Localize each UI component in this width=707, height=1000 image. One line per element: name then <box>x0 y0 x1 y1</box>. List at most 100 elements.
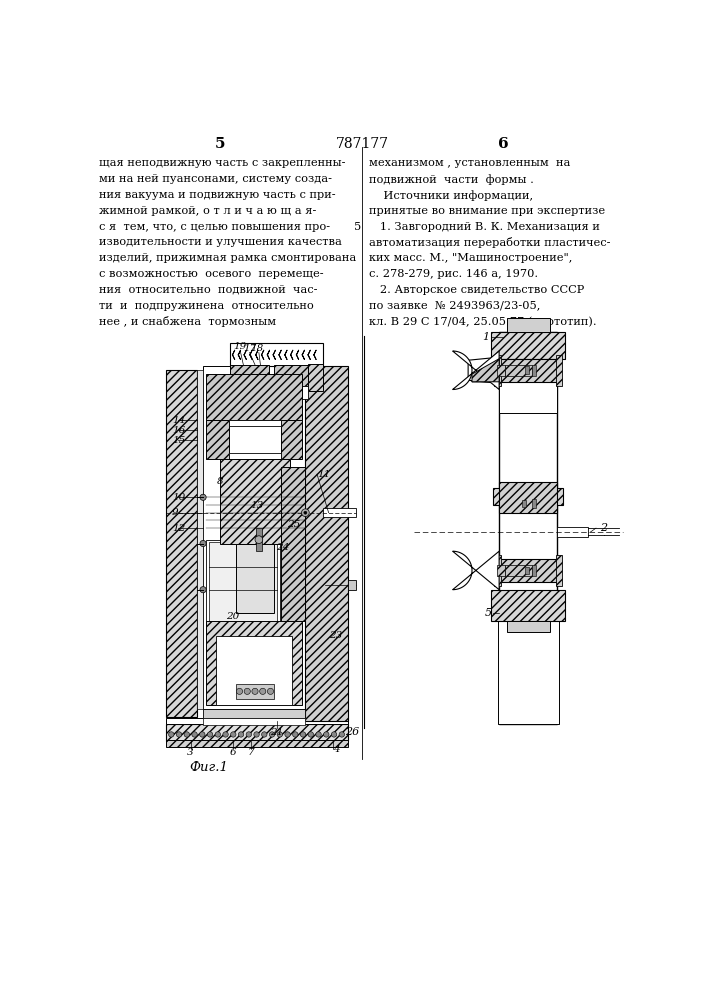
Text: 9: 9 <box>172 508 179 517</box>
Bar <box>220 459 290 544</box>
Text: ми на ней пуансонами, систему созда-: ми на ней пуансонами, систему созда- <box>99 174 332 184</box>
Text: ния  относительно  подвижной  час-: ния относительно подвижной час- <box>99 285 317 295</box>
Circle shape <box>267 688 274 694</box>
Circle shape <box>285 732 291 737</box>
Circle shape <box>192 732 197 737</box>
Text: принятые во внимание при экспертизе: принятые во внимание при экспертизе <box>369 206 605 216</box>
Bar <box>206 374 303 420</box>
Bar <box>532 499 535 508</box>
Text: 26: 26 <box>344 727 359 737</box>
Circle shape <box>230 732 236 737</box>
Bar <box>216 636 292 705</box>
Circle shape <box>244 688 250 694</box>
Bar <box>206 540 280 636</box>
Text: 12: 12 <box>172 524 185 533</box>
Circle shape <box>246 732 252 737</box>
Text: с возможностью  осевого  перемеще-: с возможностью осевого перемеще- <box>99 269 324 279</box>
Text: 19: 19 <box>233 342 247 351</box>
Text: 5: 5 <box>484 608 491 618</box>
Bar <box>557 527 588 537</box>
Text: 2. Авторское свидетельство СССР: 2. Авторское свидетельство СССР <box>369 285 584 295</box>
Bar <box>274 386 308 399</box>
Bar <box>556 355 562 386</box>
Text: 25: 25 <box>287 520 300 529</box>
Text: ти  и  подпружинена  относительно: ти и подпружинена относительно <box>99 301 314 311</box>
Text: 15: 15 <box>172 436 185 445</box>
Bar <box>166 724 348 741</box>
Text: 4: 4 <box>333 745 339 754</box>
Polygon shape <box>468 357 499 383</box>
Bar <box>525 567 529 574</box>
Bar <box>197 370 203 709</box>
Text: Источники информации,: Источники информации, <box>369 190 533 201</box>
Bar <box>206 620 303 705</box>
Bar <box>230 453 281 459</box>
Circle shape <box>215 732 221 737</box>
Circle shape <box>200 540 206 547</box>
Text: 24: 24 <box>276 543 289 552</box>
Circle shape <box>199 732 205 737</box>
Circle shape <box>200 494 206 500</box>
Text: по заявке  № 2493963/23-05,: по заявке № 2493963/23-05, <box>369 301 540 311</box>
Text: 3: 3 <box>187 748 194 757</box>
Circle shape <box>262 732 267 737</box>
Circle shape <box>255 536 263 544</box>
Bar <box>499 482 557 513</box>
Circle shape <box>269 732 275 737</box>
Bar <box>166 740 348 747</box>
Text: 6: 6 <box>498 137 508 151</box>
Text: 11: 11 <box>317 470 330 479</box>
Text: 787177: 787177 <box>335 137 389 151</box>
Bar <box>256 528 262 551</box>
Bar <box>556 555 562 586</box>
Bar <box>507 318 549 332</box>
Circle shape <box>301 509 309 517</box>
Bar <box>281 466 305 620</box>
Bar <box>497 565 505 576</box>
Text: 5: 5 <box>354 222 362 232</box>
Circle shape <box>277 732 283 737</box>
Text: 1. Завгородний В. К. Механизация и: 1. Завгородний В. К. Механизация и <box>369 222 600 232</box>
Circle shape <box>236 688 243 694</box>
Bar <box>203 366 305 709</box>
Bar <box>497 365 505 376</box>
Text: жимной рамкой, о т л и ч а ю щ а я-: жимной рамкой, о т л и ч а ю щ а я- <box>99 206 317 216</box>
Text: 20: 20 <box>226 612 240 621</box>
Bar <box>166 370 197 717</box>
Text: 23: 23 <box>329 631 342 640</box>
Bar <box>323 508 356 517</box>
Text: изделий, прижимная рамка смонтирована: изделий, прижимная рамка смонтирована <box>99 253 356 263</box>
Text: 8: 8 <box>217 477 223 486</box>
Polygon shape <box>472 359 499 382</box>
Circle shape <box>176 732 182 737</box>
Bar <box>203 709 305 718</box>
Text: 13: 13 <box>251 500 264 510</box>
Circle shape <box>339 732 344 737</box>
Bar <box>532 365 537 376</box>
Text: подвижной  части  формы .: подвижной части формы . <box>369 174 534 185</box>
Bar <box>230 420 281 426</box>
Circle shape <box>252 688 258 694</box>
Bar <box>274 365 308 386</box>
Circle shape <box>200 587 206 593</box>
Bar <box>499 382 557 413</box>
Polygon shape <box>452 551 499 590</box>
Polygon shape <box>472 359 499 382</box>
Text: 2: 2 <box>600 523 607 533</box>
Text: щая неподвижную часть с закрепленны-: щая неподвижную часть с закрепленны- <box>99 158 346 168</box>
Text: 10: 10 <box>172 493 185 502</box>
Bar <box>206 420 230 459</box>
Circle shape <box>332 732 337 737</box>
Text: ких масс. М., "Машиностроение",: ких масс. М., "Машиностроение", <box>369 253 572 263</box>
Bar <box>209 542 277 634</box>
Bar <box>230 365 269 382</box>
Circle shape <box>316 732 321 737</box>
Text: автоматизация переработки пластичес-: автоматизация переработки пластичес- <box>369 237 610 248</box>
Bar <box>493 488 563 505</box>
Bar <box>507 620 549 632</box>
Bar <box>235 684 274 699</box>
Circle shape <box>254 732 259 737</box>
Bar <box>166 718 348 724</box>
Bar <box>499 332 557 724</box>
Circle shape <box>238 732 244 737</box>
